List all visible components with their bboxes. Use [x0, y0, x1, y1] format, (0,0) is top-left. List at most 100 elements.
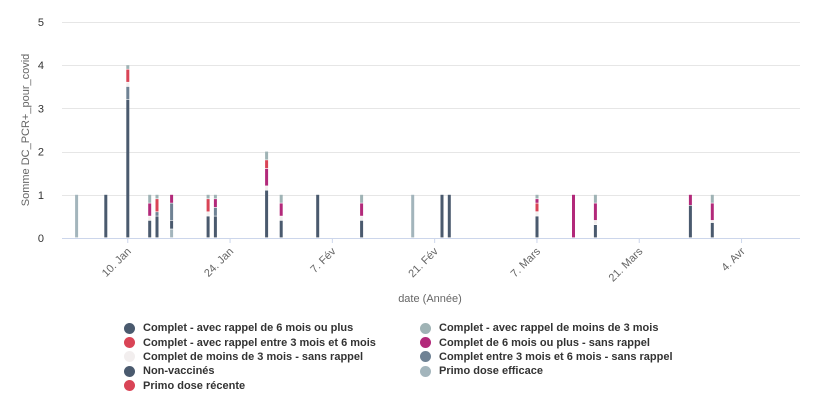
bar-segment[interactable] [170, 220, 174, 229]
legend-color-icon [124, 337, 135, 349]
bar-segment[interactable] [411, 194, 415, 238]
bar-segment[interactable] [279, 203, 283, 216]
x-tick-label: 24. Jan [202, 246, 236, 280]
legend-item[interactable]: Complet entre 3 mois et 6 mois - sans ra… [420, 350, 720, 364]
chart-legend: Complet - avec rappel de 6 mois ou plus C… [124, 321, 724, 393]
bar-segment[interactable] [710, 222, 714, 238]
bar-segment[interactable] [265, 168, 269, 186]
bar-segment[interactable] [440, 194, 444, 238]
legend-color-icon [420, 322, 431, 334]
bar-segment[interactable] [126, 99, 130, 238]
bar-segment[interactable] [265, 160, 269, 169]
legend-label: Complet entre 3 mois et 6 mois - sans ra… [439, 350, 673, 363]
bar-segment[interactable] [206, 194, 210, 199]
x-tick-label: 21. Fév [406, 245, 441, 280]
bar-segment[interactable] [213, 194, 217, 199]
bar-segment[interactable] [279, 220, 283, 238]
legend-label: Complet - avec rappel de 6 mois ou plus [143, 322, 354, 335]
bar-segment[interactable] [535, 203, 539, 212]
bar-segment[interactable] [213, 199, 217, 208]
legend-label: Complet de moins de 3 mois - sans rappel [143, 350, 364, 363]
x-axis-title: date (Année) [398, 293, 462, 305]
bar-segment[interactable] [593, 220, 597, 225]
bar-segment[interactable] [126, 65, 130, 69]
bar-segment[interactable] [170, 229, 174, 238]
legend-item[interactable]: Complet - avec rappel de 6 mois ou plus [124, 321, 420, 335]
bar-segment[interactable] [535, 194, 539, 199]
bar-segment[interactable] [279, 194, 283, 203]
bar-segment[interactable] [688, 194, 692, 205]
bar-segment[interactable] [155, 199, 159, 212]
legend-item[interactable]: Non-vaccinés [124, 364, 420, 378]
y-tick-label: 4 [38, 60, 44, 72]
x-tick-label: 7. Mars [509, 245, 544, 280]
bar-segment[interactable] [447, 194, 451, 238]
bar-segment[interactable] [148, 203, 152, 216]
bar-segment[interactable] [148, 216, 152, 221]
bar-segment[interactable] [710, 220, 714, 223]
bar-segment[interactable] [126, 86, 130, 100]
legend-label: Primo dose efficace [439, 365, 543, 378]
bar-segment[interactable] [170, 203, 174, 221]
bar-segment[interactable] [126, 69, 130, 82]
bar-segment[interactable] [126, 82, 130, 87]
bar-segment[interactable] [710, 194, 714, 203]
bar-segment[interactable] [360, 220, 364, 238]
legend-color-icon [420, 365, 431, 377]
y-tick-label: 3 [38, 103, 44, 115]
bar-segment[interactable] [155, 212, 159, 216]
bar-segment[interactable] [593, 225, 597, 238]
bar-segment[interactable] [279, 216, 283, 221]
bar-segment[interactable] [688, 205, 692, 238]
legend-item[interactable]: Primo dose efficace [420, 364, 720, 378]
bar-segment[interactable] [360, 216, 364, 221]
legend-item[interactable]: Complet de moins de 3 mois - sans rappel [124, 350, 420, 364]
bar-segment[interactable] [360, 203, 364, 216]
bar-segment[interactable] [206, 216, 210, 238]
x-tick-label: 7. Fév [308, 245, 338, 275]
bar-segment[interactable] [535, 216, 539, 238]
legend-item[interactable]: Primo dose récente [124, 379, 420, 393]
bar-segment[interactable] [206, 199, 210, 212]
legend-label: Complet - avec rappel entre 3 mois et 6 … [143, 336, 376, 349]
legend-item[interactable]: Complet - avec rappel de moins de 3 mois [420, 321, 720, 335]
bar-segment[interactable] [360, 194, 364, 203]
bar-segment[interactable] [155, 216, 159, 238]
legend-color-icon [124, 380, 135, 392]
legend-label: Primo dose récente [143, 379, 246, 392]
y-tick-label: 1 [38, 190, 44, 202]
bar-segment[interactable] [535, 199, 539, 203]
x-tick-label: 10. Jan [100, 246, 134, 280]
bar-segment[interactable] [148, 194, 152, 203]
bar-segment[interactable] [535, 212, 539, 216]
legend-color-icon [124, 351, 135, 363]
bar-segment[interactable] [265, 186, 269, 190]
bar-segment[interactable] [213, 207, 217, 216]
legend-item[interactable]: Complet - avec rappel entre 3 mois et 6 … [124, 335, 420, 349]
legend-label: Complet - avec rappel de moins de 3 mois [439, 322, 659, 335]
bar-segment[interactable] [265, 190, 269, 238]
bar-segment[interactable] [593, 203, 597, 221]
bar-segment[interactable] [148, 220, 152, 238]
legend-label: Complet de 6 mois ou plus - sans rappel [439, 336, 650, 349]
gridlines [62, 22, 800, 196]
bar-segment[interactable] [104, 194, 108, 238]
y-axis-ticks: 0 1 2 3 4 5 [38, 17, 44, 245]
bar-segment[interactable] [572, 194, 575, 238]
legend-item[interactable]: Complet de 6 mois ou plus - sans rappel [420, 335, 720, 349]
bar-segment[interactable] [75, 194, 79, 238]
y-tick-label: 2 [38, 147, 44, 159]
bar-segment[interactable] [710, 203, 714, 221]
x-tick-label: 21. Mars [607, 245, 646, 284]
bar-series-area [75, 65, 714, 238]
y-axis-title: Somme DC_PCR+_pour_covid [20, 54, 32, 207]
bar-segment[interactable] [213, 216, 217, 238]
x-axis-ticks: 10. Jan 24. Jan 7. Fév 21. Fév 7. Mars 21. Ma… [100, 238, 748, 284]
bar-segment[interactable] [206, 212, 210, 216]
bar-segment[interactable] [316, 194, 320, 238]
bar-segment[interactable] [265, 151, 269, 160]
bar-segment[interactable] [170, 194, 174, 203]
legend-color-icon [124, 365, 135, 377]
bar-segment[interactable] [593, 194, 597, 203]
bar-segment[interactable] [155, 194, 159, 199]
